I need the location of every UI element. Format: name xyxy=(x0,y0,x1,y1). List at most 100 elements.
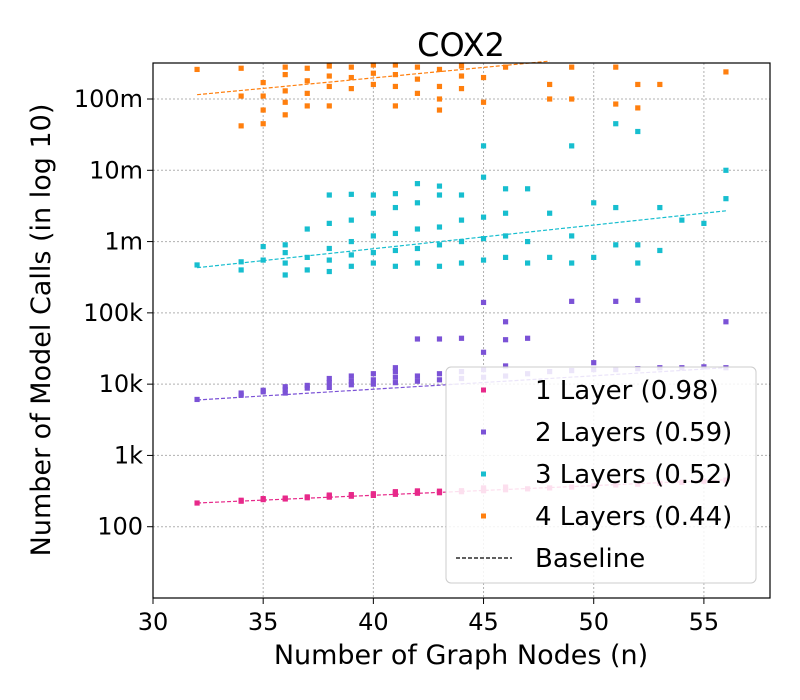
data-point-series-4 xyxy=(502,64,509,70)
x-tick-label: 45 xyxy=(468,608,499,636)
data-point-series-2 xyxy=(282,386,288,393)
data-point-series-3 xyxy=(502,210,509,216)
data-point-series-4 xyxy=(547,96,553,102)
data-point-series-3 xyxy=(657,204,663,211)
data-point-series-2 xyxy=(370,377,376,383)
data-point-series-1 xyxy=(348,492,354,498)
y-tick-label: 100k xyxy=(83,299,143,327)
data-point-series-3 xyxy=(304,267,310,273)
data-point-series-4 xyxy=(238,65,244,71)
data-point-series-2 xyxy=(480,349,487,355)
data-point-series-3 xyxy=(260,244,266,250)
legend-marker-series-1 xyxy=(481,387,486,393)
data-point-series-3 xyxy=(613,242,619,248)
data-point-series-4 xyxy=(260,107,266,113)
data-point-series-3 xyxy=(723,196,729,202)
data-point-series-3 xyxy=(613,204,619,211)
data-point-series-2 xyxy=(392,380,398,386)
legend-label-baseline: Baseline xyxy=(535,544,645,574)
legend-label-series-3: 3 Layers (0.52) xyxy=(535,460,732,490)
data-point-series-3 xyxy=(502,233,509,239)
x-tick-label: 30 xyxy=(138,608,169,636)
data-point-series-4 xyxy=(370,70,376,76)
data-point-series-3 xyxy=(458,238,465,245)
data-point-series-3 xyxy=(547,210,553,216)
data-point-series-2 xyxy=(502,337,509,343)
data-point-series-3 xyxy=(348,217,354,223)
data-point-series-2 xyxy=(326,380,332,386)
data-point-series-3 xyxy=(458,217,465,223)
legend-marker-series-2 xyxy=(481,429,486,435)
data-point-series-4 xyxy=(480,99,487,105)
data-point-series-4 xyxy=(723,69,729,75)
data-point-series-4 xyxy=(304,78,310,84)
x-axis-ticks: 30 35 40 45 50 55 xyxy=(138,598,719,636)
data-point-series-3 xyxy=(436,192,443,198)
data-point-series-2 xyxy=(348,382,354,388)
data-point-series-4 xyxy=(635,105,641,111)
legend-label-series-1: 1 Layer (0.98) xyxy=(535,376,719,406)
data-point-series-3 xyxy=(326,220,332,226)
data-point-series-4 xyxy=(392,62,398,68)
data-point-series-4 xyxy=(436,66,443,73)
data-point-series-3 xyxy=(238,267,244,273)
data-point-series-1 xyxy=(194,500,200,506)
data-point-series-4 xyxy=(547,81,553,88)
data-point-series-3 xyxy=(414,245,421,252)
data-point-series-4 xyxy=(436,96,443,102)
data-point-series-2 xyxy=(260,387,266,393)
data-point-series-3 xyxy=(723,167,729,173)
data-point-series-2 xyxy=(304,385,310,391)
data-point-series-4 xyxy=(635,81,641,88)
data-point-series-4 xyxy=(304,90,310,96)
data-point-series-2 xyxy=(414,336,421,342)
data-point-series-3 xyxy=(525,238,531,245)
data-point-series-3 xyxy=(370,260,376,266)
y-axis-label: Number of Model Calls (in log 10) xyxy=(26,104,57,557)
data-point-series-3 xyxy=(635,128,641,135)
x-axis-label: Number of Graph Nodes (n) xyxy=(274,640,648,671)
data-point-series-3 xyxy=(635,260,641,266)
data-point-series-3 xyxy=(304,226,310,232)
data-point-series-2 xyxy=(282,390,288,396)
data-point-series-3 xyxy=(326,257,332,263)
data-point-series-3 xyxy=(326,192,332,198)
data-point-series-3 xyxy=(282,272,288,278)
data-point-series-3 xyxy=(701,220,707,226)
data-point-series-4 xyxy=(480,74,487,81)
data-point-series-4 xyxy=(348,85,354,92)
data-point-series-3 xyxy=(458,260,465,266)
data-point-series-2 xyxy=(569,298,575,304)
data-point-series-3 xyxy=(348,263,354,269)
data-point-series-2 xyxy=(370,381,376,387)
x-tick-label: 35 xyxy=(248,608,279,636)
data-point-series-4 xyxy=(348,74,354,81)
data-point-series-4 xyxy=(392,103,398,109)
y-tick-label: 1m xyxy=(104,228,143,256)
data-point-series-3 xyxy=(436,183,443,189)
data-point-series-2 xyxy=(436,336,443,342)
legend-box xyxy=(445,366,757,584)
data-point-series-2 xyxy=(194,396,200,403)
data-point-series-4 xyxy=(194,66,200,73)
data-point-series-2 xyxy=(723,319,729,325)
data-point-series-4 xyxy=(282,112,288,118)
data-point-series-2 xyxy=(414,378,421,384)
data-point-series-3 xyxy=(282,250,288,256)
data-point-series-4 xyxy=(260,79,266,86)
data-point-series-3 xyxy=(348,238,354,245)
data-point-series-3 xyxy=(194,262,200,268)
data-point-series-3 xyxy=(569,233,575,239)
data-point-series-4 xyxy=(436,83,443,90)
data-point-series-3 xyxy=(502,186,509,192)
data-point-series-2 xyxy=(326,375,332,382)
data-point-series-2 xyxy=(591,360,597,366)
data-point-series-3 xyxy=(480,174,487,180)
data-point-series-4 xyxy=(458,73,465,79)
data-point-series-3 xyxy=(392,263,398,269)
data-point-series-3 xyxy=(392,247,398,254)
data-point-series-3 xyxy=(392,204,398,211)
data-point-series-2 xyxy=(392,374,398,380)
data-point-series-4 xyxy=(326,103,332,109)
